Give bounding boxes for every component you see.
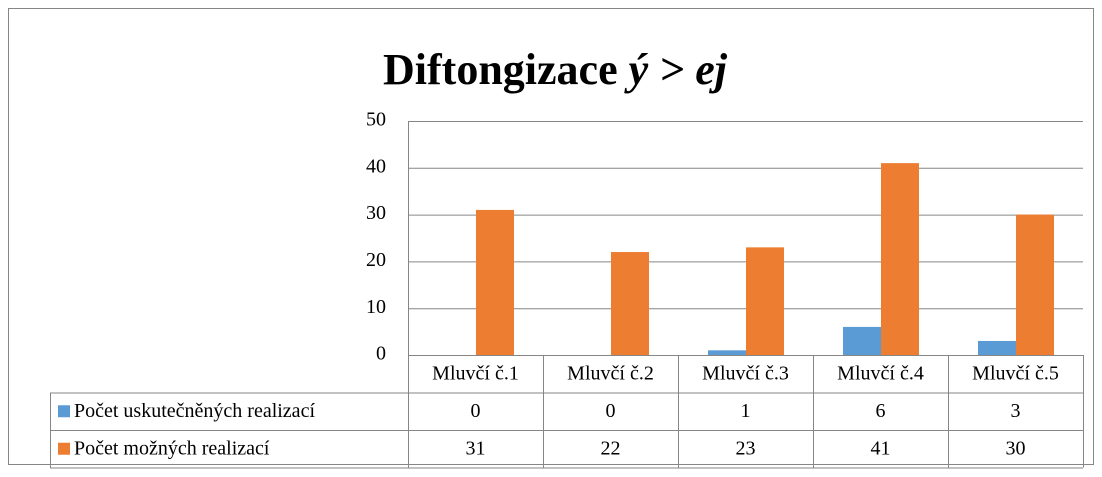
table-cell: 23 — [736, 437, 756, 459]
table-cell: 22 — [601, 437, 621, 459]
table-cell: 0 — [471, 400, 481, 422]
x-tick-label: Mluvčí č.1 — [432, 362, 519, 384]
bar — [476, 209, 514, 355]
legend-label: Počet uskutečněných realizací — [74, 400, 315, 422]
chart-title-emphasis: ý > ej — [624, 45, 728, 94]
bar — [708, 350, 746, 355]
table-cell: 41 — [871, 437, 891, 459]
table-cell: 1 — [741, 400, 751, 422]
table-cell: 6 — [876, 400, 886, 422]
legend-label: Počet možných realizací — [74, 437, 270, 459]
bar — [746, 247, 784, 355]
y-tick-label: 30 — [366, 202, 386, 224]
chart-title-main: Diftongizace — [383, 45, 618, 94]
chart-title: Diftongizace ý > ej — [383, 45, 728, 94]
bar — [1016, 214, 1054, 355]
y-tick-label: 0 — [376, 343, 386, 365]
table-cell: 3 — [1011, 400, 1021, 422]
bar — [978, 340, 1016, 355]
y-tick-label: 50 — [366, 109, 386, 131]
table-cell: 0 — [606, 400, 616, 422]
x-tick-label: Mluvčí č.2 — [567, 362, 654, 384]
y-tick-label: 10 — [366, 296, 386, 318]
bar — [611, 252, 649, 355]
x-tick-label: Mluvčí č.5 — [972, 362, 1059, 384]
x-tick-label: Mluvčí č.3 — [702, 362, 789, 384]
x-tick-label: Mluvčí č.4 — [837, 362, 924, 384]
table-cell: 30 — [1006, 437, 1026, 459]
legend-marker — [58, 442, 70, 455]
y-tick-label: 20 — [366, 249, 386, 271]
y-tick-label: 40 — [366, 155, 386, 177]
bar — [881, 163, 919, 355]
legend-marker — [58, 405, 70, 418]
table-cell: 31 — [466, 437, 486, 459]
bar — [843, 326, 881, 355]
